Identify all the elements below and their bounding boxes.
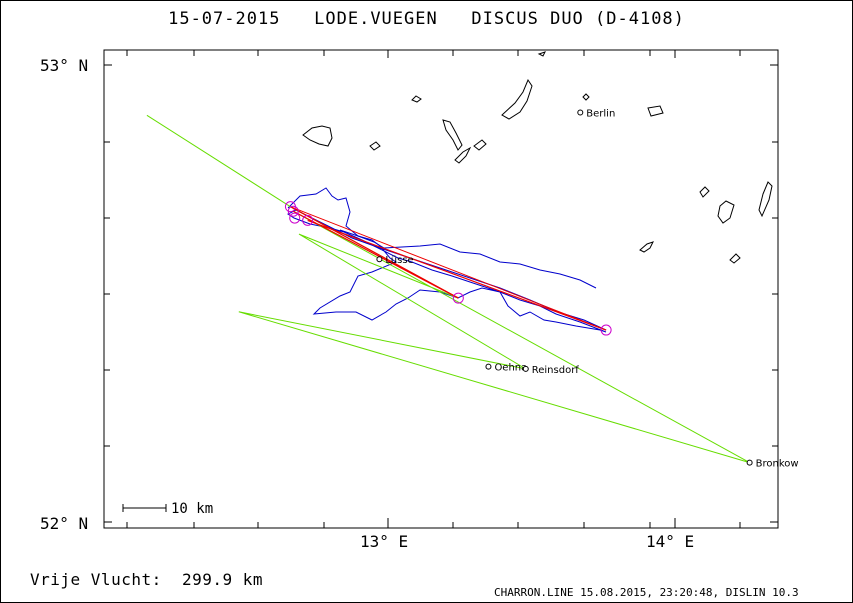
lake — [647, 105, 664, 117]
lake — [717, 200, 735, 224]
place-marker — [522, 365, 529, 372]
scale-bar-label: 10 km — [171, 501, 213, 517]
lake — [501, 78, 533, 120]
turnpoint-marker — [452, 292, 464, 304]
lake — [758, 181, 773, 218]
place-label: Lüsse — [385, 255, 413, 266]
lake — [639, 241, 654, 253]
lat-label-top: 53° N — [40, 56, 89, 75]
lake — [473, 139, 487, 151]
flight-track-branch — [339, 229, 597, 289]
lake — [302, 125, 333, 147]
place-label: Oehna — [494, 363, 527, 374]
task-line — [146, 114, 750, 464]
lake-outlines — [302, 51, 773, 264]
place-marker — [577, 109, 584, 116]
lon-label-left: 13° E — [360, 532, 409, 551]
place-label: Berlin — [586, 109, 615, 120]
footer-credit: CHARRON.LINE 15.08.2015, 23:20:48, DISLI… — [494, 586, 799, 599]
lake — [537, 51, 546, 57]
lake — [369, 141, 381, 151]
place-label: Bronkow — [756, 459, 799, 470]
chart-title: 15-07-2015 LODE.VUEGEN DISCUS DUO (D-410… — [168, 9, 685, 29]
lake — [699, 186, 710, 198]
lake — [442, 119, 463, 151]
place-marker — [746, 459, 753, 466]
lon-label-right: 14° E — [646, 532, 695, 551]
axis-ticks — [104, 50, 778, 528]
place-marker — [376, 256, 383, 263]
turnpoint-marker — [302, 214, 314, 226]
optimized-leg — [307, 219, 607, 331]
place-label: Reinsdorf — [532, 365, 580, 376]
lake — [411, 95, 422, 103]
lake — [729, 253, 741, 264]
lake — [582, 93, 590, 101]
optimized-leg — [290, 206, 607, 331]
turnpoint-marker — [289, 212, 301, 224]
map-frame — [103, 49, 779, 529]
lake — [454, 146, 472, 164]
flight-track — [287, 187, 607, 333]
turnpoint-marker — [287, 205, 299, 217]
flight-distance-label: Vrije Vlucht: 299.9 km — [30, 570, 264, 589]
turnpoint-marker — [600, 324, 612, 336]
place-marker — [485, 363, 492, 370]
lat-label-bottom: 52° N — [40, 514, 89, 533]
